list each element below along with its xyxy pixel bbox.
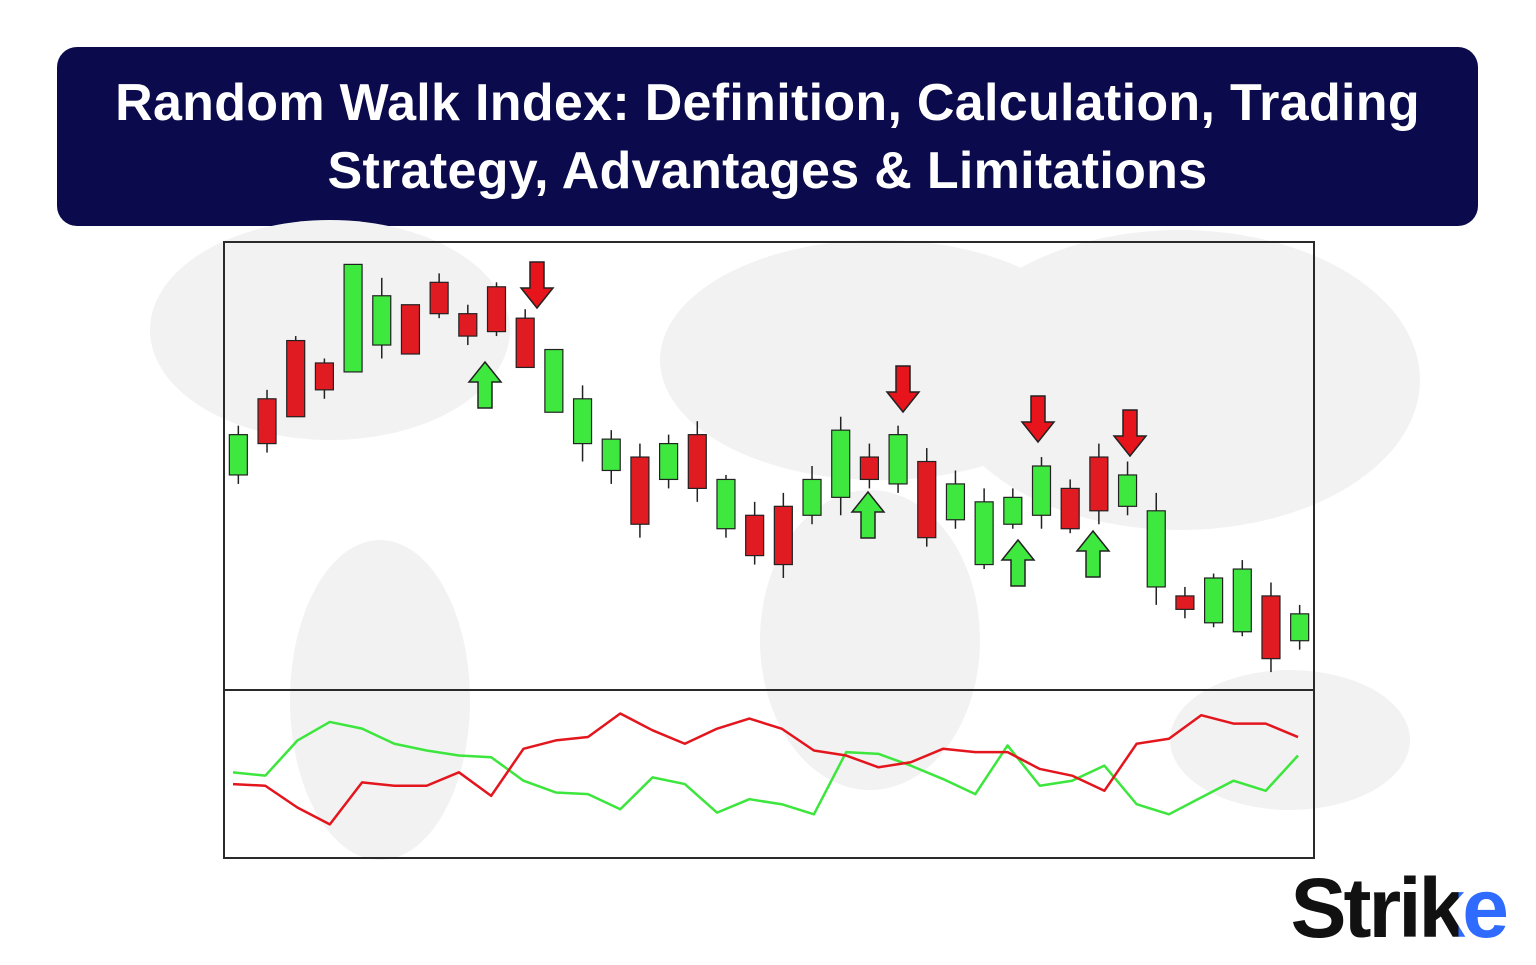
sell-arrow xyxy=(1112,409,1148,458)
candle-body xyxy=(1175,595,1195,610)
candle-body xyxy=(773,505,793,566)
candle-body xyxy=(314,362,334,391)
candle-body xyxy=(802,478,822,516)
candle-body xyxy=(1261,595,1281,660)
candle-body xyxy=(716,478,736,530)
buy-arrow xyxy=(1075,529,1111,578)
candle-body xyxy=(659,443,679,481)
chart-frame xyxy=(223,241,1315,859)
candle-body xyxy=(572,398,593,445)
sell-arrow xyxy=(885,365,921,414)
candle-body xyxy=(745,514,765,557)
candle-body xyxy=(601,438,621,472)
candle-body xyxy=(1146,510,1166,588)
candle-body xyxy=(458,313,478,337)
indicator-lines xyxy=(232,712,1299,826)
candle-body xyxy=(228,434,248,476)
candle-body xyxy=(630,456,650,525)
indicator-line xyxy=(232,720,1299,816)
indicator-line xyxy=(232,712,1299,826)
buy-arrow xyxy=(850,490,886,539)
candle-body xyxy=(257,398,277,445)
candle-body xyxy=(343,263,363,373)
candle-body xyxy=(1232,568,1252,633)
candle-body xyxy=(400,304,421,355)
map-background xyxy=(150,220,1420,860)
candle-body xyxy=(1117,474,1138,507)
candle-body xyxy=(1290,613,1310,642)
candle-body xyxy=(888,434,908,485)
candle-body xyxy=(429,281,449,315)
candle-body xyxy=(1089,456,1109,512)
candle-body xyxy=(974,501,994,566)
candle-body xyxy=(1204,577,1224,624)
candle-body xyxy=(372,295,392,346)
candle-body xyxy=(515,317,535,369)
candle-body xyxy=(486,286,507,333)
candle-body xyxy=(859,456,879,481)
buy-arrow xyxy=(1000,538,1036,587)
candle-body xyxy=(917,460,937,539)
buy-arrow xyxy=(467,360,503,409)
sell-arrow xyxy=(519,261,555,310)
candle-body xyxy=(1003,496,1023,525)
candle-body xyxy=(687,434,707,490)
title-banner: Random Walk Index: Definition, Calculati… xyxy=(57,47,1478,226)
candle-body xyxy=(945,483,966,521)
logo: Strike xyxy=(1290,861,1509,955)
title: Random Walk Index: Definition, Calculati… xyxy=(115,73,1420,200)
candle-body xyxy=(831,429,851,498)
candles xyxy=(228,263,1310,673)
sell-arrow xyxy=(1020,395,1056,444)
candle-body xyxy=(1060,487,1080,530)
candle-body xyxy=(286,339,306,418)
candle-body xyxy=(544,348,564,413)
signal-arrows xyxy=(467,261,1148,587)
candle-body xyxy=(1031,465,1052,516)
